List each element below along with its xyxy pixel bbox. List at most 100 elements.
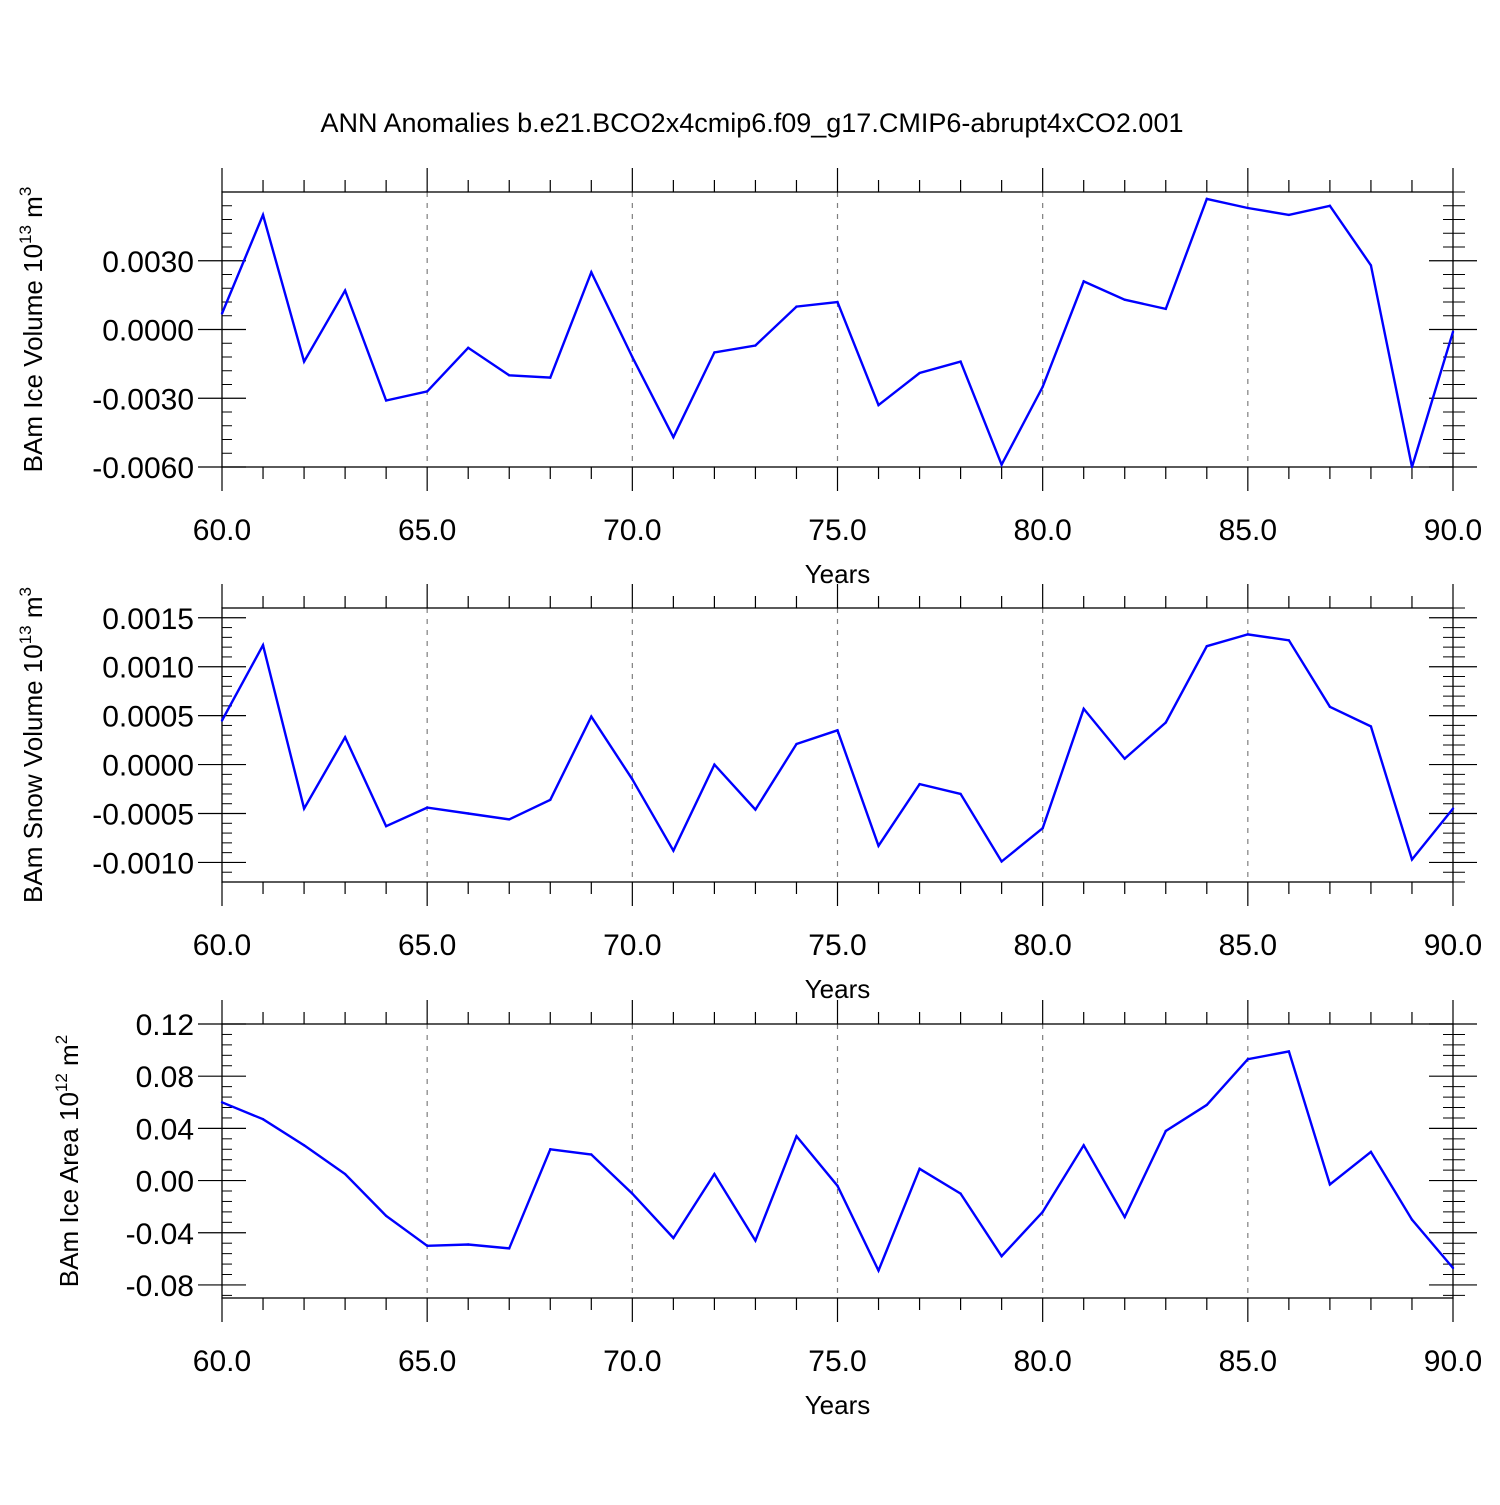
data-point <box>1287 639 1291 642</box>
data-point <box>425 806 429 809</box>
data-point <box>836 1184 839 1187</box>
y-tick-label: -0.0060 <box>92 452 194 485</box>
x-tick-label: 90.0 <box>1424 514 1482 547</box>
x-tick-label: 65.0 <box>398 1345 456 1378</box>
data-point <box>549 1148 552 1151</box>
y-axis-label: BAm Ice Volume 1013 m3 <box>16 187 48 473</box>
data-point <box>795 1135 798 1138</box>
x-tick-label: 65.0 <box>398 929 456 962</box>
data-point <box>343 735 347 739</box>
data-point <box>425 390 429 393</box>
data-point <box>754 344 757 347</box>
data-point <box>590 271 593 274</box>
x-tick-label: 80.0 <box>1013 929 1071 962</box>
data-point <box>754 1239 757 1242</box>
data-point <box>220 719 224 722</box>
data-point <box>631 355 634 359</box>
y-tick-label: 0.0030 <box>102 246 194 279</box>
y-tick-label: 0.04 <box>136 1113 194 1146</box>
data-point <box>261 213 265 217</box>
data-point <box>1123 1215 1126 1219</box>
y-tick-label: 0.0010 <box>102 652 194 685</box>
data-point <box>1328 705 1332 709</box>
data-point <box>795 742 798 746</box>
x-tick-label: 75.0 <box>808 514 866 547</box>
data-point <box>1082 1144 1085 1147</box>
data-point <box>1205 1103 1209 1107</box>
data-point <box>1041 385 1044 388</box>
data-point <box>754 808 757 811</box>
data-point <box>713 1172 716 1176</box>
data-point <box>384 399 388 402</box>
data-point <box>1123 757 1126 760</box>
data-point <box>1246 633 1250 636</box>
data-point <box>1000 463 1003 466</box>
x-axis-label: Years <box>805 1390 871 1420</box>
data-point <box>1451 330 1455 333</box>
x-tick-label: 75.0 <box>808 929 866 962</box>
data-point <box>672 436 675 439</box>
data-point <box>918 782 921 786</box>
data-point <box>959 792 962 796</box>
x-tick-label: 70.0 <box>603 929 661 962</box>
chart-panel-1: 60.0 65.0 70.0 75.0 80.0 85.0 90.0Years0.00300… <box>16 168 1482 589</box>
x-tick-label: 85.0 <box>1219 929 1277 962</box>
x-tick-label: 70.0 <box>603 1345 661 1378</box>
data-point <box>1246 206 1250 210</box>
chart-panel-2: 60.0 65.0 70.0 75.0 80.0 85.0 90.0 Years 0.0015 0… <box>16 584 1482 1004</box>
data-point <box>467 346 470 350</box>
y-tick-label: 0.0000 <box>102 750 194 783</box>
data-point <box>1041 1210 1044 1214</box>
x-tick-label: 75.0 <box>808 1345 866 1378</box>
data-point <box>549 798 552 801</box>
data-point <box>1041 826 1044 830</box>
data-point <box>508 374 511 377</box>
data-point <box>836 300 839 304</box>
data-point <box>877 844 880 847</box>
data-point <box>261 643 265 647</box>
y-tick-label: -0.0005 <box>92 799 194 832</box>
data-point <box>1328 1183 1332 1186</box>
data-point <box>877 1269 880 1272</box>
data-point <box>1000 860 1003 863</box>
x-tick-label: 70.0 <box>603 514 661 547</box>
data-point <box>1164 307 1167 311</box>
data-point <box>672 1236 675 1240</box>
x-tick-label: 90.0 <box>1424 1345 1482 1378</box>
x-axis-label: Years <box>805 974 871 1004</box>
data-point <box>1246 1058 1250 1061</box>
data-point <box>713 351 716 354</box>
data-point <box>220 312 224 315</box>
x-tick-label: 80.0 <box>1013 1345 1071 1378</box>
data-point <box>1410 465 1414 469</box>
y-axis-label: BAm Ice Area 1012 m2 <box>52 1035 84 1287</box>
data-point <box>384 825 388 828</box>
x-tick-label: 85.0 <box>1219 514 1277 547</box>
data-point <box>1123 298 1126 301</box>
data-point <box>1082 280 1085 283</box>
y-tick-label: 0.08 <box>136 1061 194 1094</box>
data-point <box>302 807 306 810</box>
data-point <box>1287 1050 1291 1053</box>
data-point <box>1369 264 1373 267</box>
data-point <box>1287 213 1291 217</box>
data-point <box>425 1244 429 1248</box>
x-tick-label: 85.0 <box>1219 1345 1277 1378</box>
data-point <box>959 360 962 363</box>
data-point <box>918 371 921 375</box>
x-tick-label: 60.0 <box>193 514 251 547</box>
data-point <box>877 403 880 407</box>
x-tick-label: 60.0 <box>193 929 251 962</box>
data-point <box>590 715 593 718</box>
data-point <box>590 1153 593 1156</box>
data-point <box>302 360 306 363</box>
data-point <box>1082 707 1085 710</box>
data-point <box>959 1192 962 1195</box>
data-point <box>1000 1255 1003 1258</box>
data-point <box>302 1144 306 1147</box>
data-point <box>467 1243 470 1246</box>
data-point <box>549 376 552 379</box>
data-point <box>836 729 839 732</box>
y-tick-label: 0.12 <box>136 1009 194 1042</box>
